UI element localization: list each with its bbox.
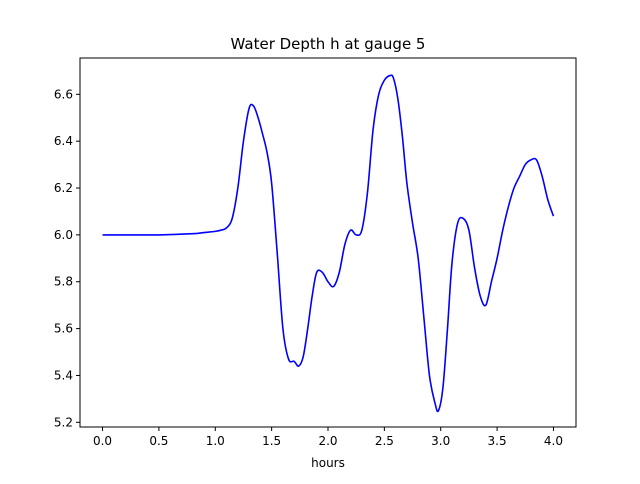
y-tick-label: 5.2 <box>54 415 73 429</box>
x-tick-label: 1.0 <box>206 434 225 448</box>
y-tick-label: 6.2 <box>54 181 73 195</box>
y-tick-label: 5.4 <box>54 368 73 382</box>
plot-area-frame <box>79 57 577 428</box>
x-tick-label: 2.0 <box>318 434 337 448</box>
y-tick-label: 5.8 <box>54 275 73 289</box>
x-tick-label: 4.0 <box>544 434 563 448</box>
y-tick-label: 6.0 <box>54 228 73 242</box>
series-line <box>102 74 555 413</box>
x-tick-label: 3.5 <box>488 434 507 448</box>
x-tick-label: 0.0 <box>93 434 112 448</box>
y-tick-label: 6.4 <box>54 134 73 148</box>
y-tick-label: 5.6 <box>54 322 73 336</box>
x-tick-label: 2.5 <box>375 434 394 448</box>
series-layer <box>102 74 555 413</box>
x-tick-label: 1.5 <box>262 434 281 448</box>
x-axis-label: hours <box>311 456 345 470</box>
x-tick-label: 0.5 <box>149 434 168 448</box>
y-axis-ticks: 5.2 5.4 5.6 5.8 6.0 6.2 6.4 6.6 <box>54 87 80 429</box>
x-tick-label: 3.0 <box>431 434 450 448</box>
x-axis-ticks: 0.0 0.5 1.0 1.5 2.0 2.5 3.0 3.5 4.0 <box>93 427 563 448</box>
chart-title: Water Depth h at gauge 5 <box>231 35 426 53</box>
y-tick-label: 6.6 <box>54 87 73 101</box>
